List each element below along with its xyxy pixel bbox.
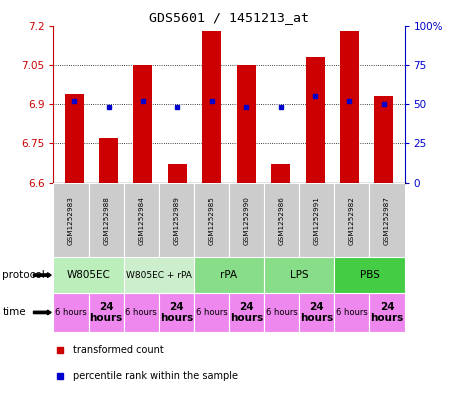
- Bar: [370, 183, 405, 257]
- Bar: [159, 293, 194, 332]
- Bar: [264, 183, 299, 257]
- Bar: [53, 183, 88, 257]
- Bar: [370, 293, 405, 332]
- Bar: [53, 293, 88, 332]
- Bar: [229, 293, 264, 332]
- Bar: [99, 138, 118, 183]
- Text: rPA: rPA: [220, 270, 238, 280]
- Text: 6 hours: 6 hours: [126, 308, 157, 317]
- Text: 6 hours: 6 hours: [336, 308, 368, 317]
- Text: GSM1252990: GSM1252990: [244, 196, 250, 244]
- Bar: [88, 183, 124, 257]
- Bar: [194, 293, 229, 332]
- Bar: [340, 31, 359, 183]
- Text: GSM1252984: GSM1252984: [138, 196, 144, 244]
- Text: PBS: PBS: [359, 270, 379, 280]
- Bar: [202, 31, 221, 183]
- Text: percentile rank within the sample: percentile rank within the sample: [73, 371, 238, 381]
- Bar: [159, 183, 194, 257]
- Bar: [53, 257, 124, 293]
- Bar: [65, 94, 84, 183]
- Bar: [334, 257, 405, 293]
- Bar: [264, 257, 334, 293]
- Text: 6 hours: 6 hours: [55, 308, 87, 317]
- Bar: [334, 293, 370, 332]
- Bar: [88, 293, 124, 332]
- Text: 24
hours: 24 hours: [370, 302, 404, 323]
- Text: time: time: [2, 307, 26, 318]
- Bar: [124, 293, 159, 332]
- Text: 24
hours: 24 hours: [300, 302, 333, 323]
- Bar: [133, 65, 153, 183]
- Bar: [306, 57, 325, 183]
- Text: LPS: LPS: [290, 270, 309, 280]
- Bar: [271, 164, 290, 183]
- Bar: [299, 293, 334, 332]
- Text: GSM1252983: GSM1252983: [68, 196, 74, 244]
- Bar: [374, 96, 393, 183]
- Bar: [194, 183, 229, 257]
- Text: 24
hours: 24 hours: [159, 302, 193, 323]
- Bar: [237, 65, 256, 183]
- Bar: [194, 257, 264, 293]
- Text: GSM1252989: GSM1252989: [173, 196, 179, 244]
- Text: GSM1252986: GSM1252986: [279, 196, 285, 244]
- Text: W805EC + rPA: W805EC + rPA: [126, 271, 192, 279]
- Title: GDS5601 / 1451213_at: GDS5601 / 1451213_at: [149, 11, 309, 24]
- Bar: [168, 164, 187, 183]
- Bar: [299, 183, 334, 257]
- Bar: [264, 293, 299, 332]
- Bar: [124, 257, 194, 293]
- Text: 6 hours: 6 hours: [266, 308, 298, 317]
- Bar: [229, 183, 264, 257]
- Text: protocol: protocol: [2, 270, 45, 280]
- Text: GSM1252985: GSM1252985: [208, 196, 214, 244]
- Text: GSM1252988: GSM1252988: [103, 196, 109, 244]
- Text: W805EC: W805EC: [66, 270, 111, 280]
- Text: GSM1252991: GSM1252991: [314, 196, 320, 244]
- Bar: [124, 183, 159, 257]
- Text: GSM1252987: GSM1252987: [384, 196, 390, 244]
- Text: transformed count: transformed count: [73, 345, 164, 355]
- Text: 24
hours: 24 hours: [89, 302, 123, 323]
- Bar: [334, 183, 370, 257]
- Text: GSM1252982: GSM1252982: [349, 196, 355, 244]
- Text: 6 hours: 6 hours: [196, 308, 227, 317]
- Text: 24
hours: 24 hours: [230, 302, 263, 323]
